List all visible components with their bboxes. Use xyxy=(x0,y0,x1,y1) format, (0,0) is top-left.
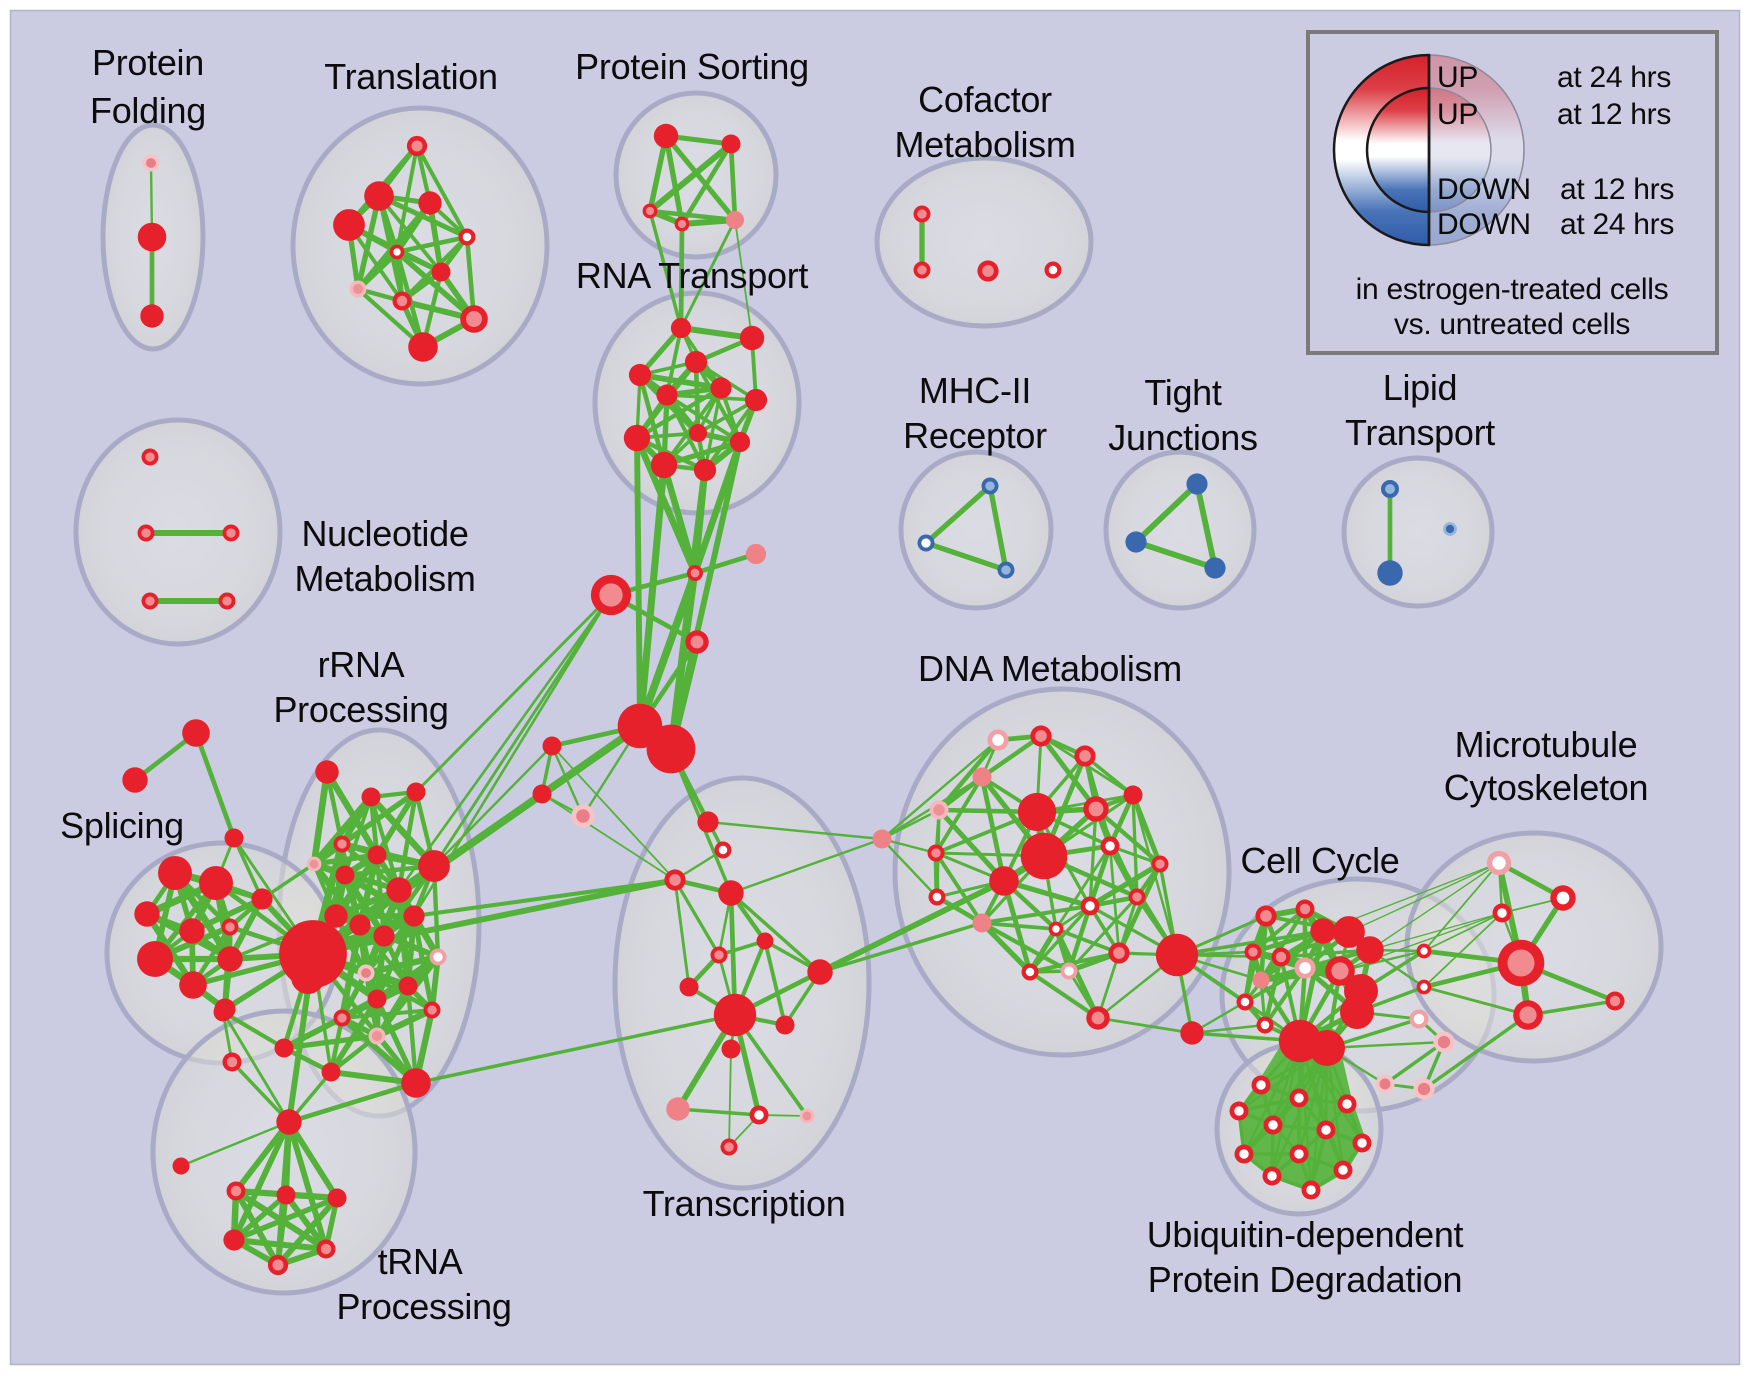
svg-text:Transport: Transport xyxy=(1345,412,1495,453)
svg-text:Microtubule: Microtubule xyxy=(1455,724,1638,765)
svg-text:Folding: Folding xyxy=(90,90,206,131)
svg-text:at 24 hrs: at 24 hrs xyxy=(1557,61,1671,94)
svg-text:Transcription: Transcription xyxy=(643,1183,846,1224)
svg-text:Translation: Translation xyxy=(324,56,497,97)
svg-text:DOWN: DOWN xyxy=(1437,173,1531,206)
svg-text:rRNA: rRNA xyxy=(318,644,405,685)
svg-text:in estrogen-treated cells: in estrogen-treated cells xyxy=(1356,273,1669,306)
svg-text:tRNA: tRNA xyxy=(378,1241,463,1282)
svg-text:vs. untreated cells: vs. untreated cells xyxy=(1394,308,1630,341)
svg-text:Processing: Processing xyxy=(273,689,448,730)
svg-text:Splicing: Splicing xyxy=(60,805,184,846)
svg-text:Tight: Tight xyxy=(1144,372,1221,413)
svg-text:DNA Metabolism: DNA Metabolism xyxy=(918,648,1182,689)
svg-text:Cytoskeleton: Cytoskeleton xyxy=(1444,767,1649,808)
svg-text:Protein Degradation: Protein Degradation xyxy=(1148,1259,1463,1300)
svg-text:Ubiquitin-dependent: Ubiquitin-dependent xyxy=(1147,1214,1464,1255)
svg-text:Processing: Processing xyxy=(336,1286,511,1327)
svg-text:Metabolism: Metabolism xyxy=(294,558,475,599)
svg-text:DOWN: DOWN xyxy=(1437,208,1531,241)
svg-text:Cell Cycle: Cell Cycle xyxy=(1240,840,1399,881)
svg-text:MHC-II: MHC-II xyxy=(919,370,1031,411)
svg-text:RNA Transport: RNA Transport xyxy=(576,255,808,296)
svg-text:Protein Sorting: Protein Sorting xyxy=(575,46,809,87)
svg-text:Metabolism: Metabolism xyxy=(894,124,1075,165)
svg-text:at 24 hrs: at 24 hrs xyxy=(1560,208,1674,241)
svg-text:UP: UP xyxy=(1437,61,1478,94)
svg-text:Junctions: Junctions xyxy=(1108,417,1257,458)
svg-text:Protein: Protein xyxy=(92,42,204,83)
svg-text:Receptor: Receptor xyxy=(903,415,1047,456)
svg-text:at 12 hrs: at 12 hrs xyxy=(1560,173,1674,206)
svg-text:at 12 hrs: at 12 hrs xyxy=(1557,98,1671,131)
svg-text:Cofactor: Cofactor xyxy=(918,79,1052,120)
svg-text:Lipid: Lipid xyxy=(1383,367,1458,408)
svg-text:Nucleotide: Nucleotide xyxy=(301,513,468,554)
svg-text:UP: UP xyxy=(1437,98,1478,131)
